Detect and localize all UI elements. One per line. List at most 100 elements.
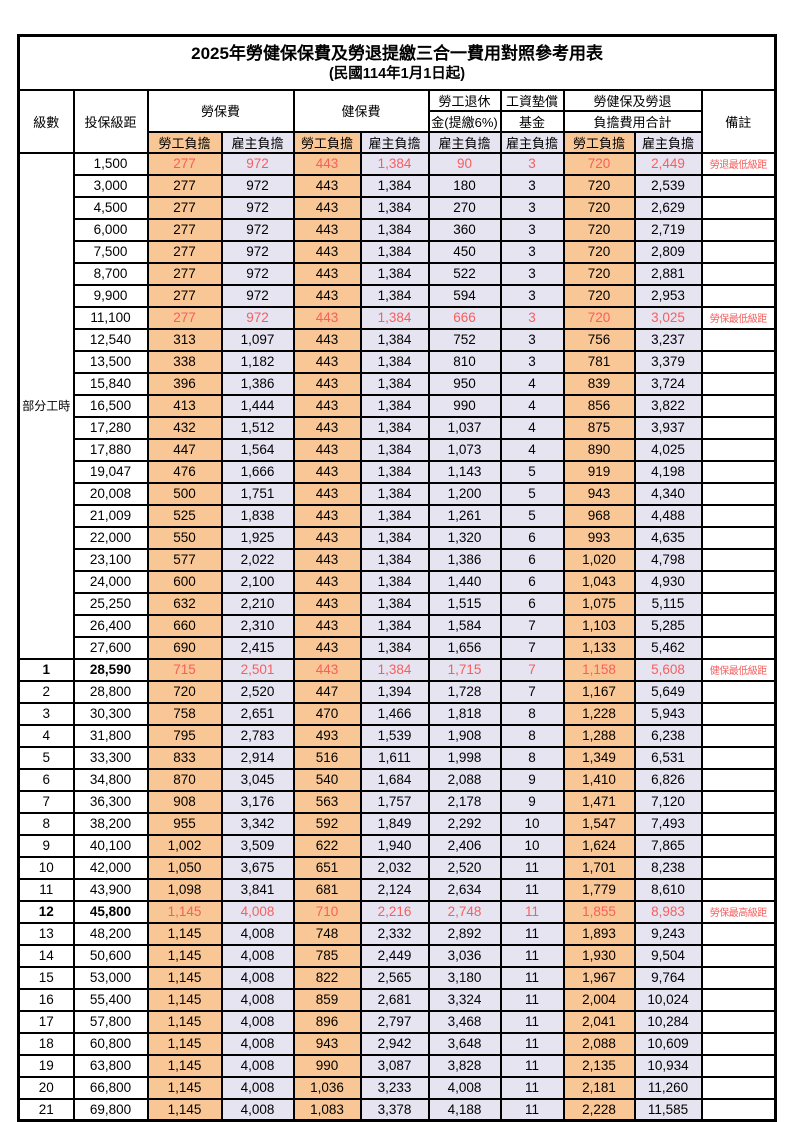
pension-cell: 1,073 [427, 437, 502, 462]
total-er-cell: 6,238 [633, 723, 703, 748]
total-emp-cell: 781 [562, 349, 636, 374]
fund-cell: 11 [499, 1053, 565, 1078]
health-er-cell: 1,384 [359, 151, 430, 176]
labor-er-cell: 4,008 [220, 1053, 295, 1078]
remark-cell [700, 1097, 777, 1122]
bracket-cell: 63,800 [72, 1053, 149, 1078]
health-er-cell: 3,378 [359, 1097, 430, 1122]
table-row: 20,008 500 1,751 443 1,384 1,200 5 943 4,340 [19, 481, 777, 506]
fund-cell: 5 [499, 481, 565, 506]
remark-cell [700, 415, 777, 440]
labor-er-cell: 2,914 [220, 745, 295, 770]
health-emp-cell: 516 [292, 745, 362, 770]
total-er-cell: 3,237 [633, 327, 703, 352]
level-cell: 16 [17, 987, 75, 1012]
bracket-cell: 11,100 [72, 305, 149, 330]
health-er-cell: 1,849 [359, 811, 430, 836]
health-er-cell: 2,681 [359, 987, 430, 1012]
labor-er-cell: 1,182 [220, 349, 295, 374]
bracket-cell: 40,100 [72, 833, 149, 858]
pension-cell: 2,088 [427, 767, 502, 792]
total-emp-cell: 919 [562, 459, 636, 484]
table-row: 8,700 277 972 443 1,384 522 3 720 2,881 [19, 261, 777, 286]
total-emp-cell: 1,133 [562, 635, 636, 660]
header-pension-line1: 勞工退休 [427, 88, 502, 112]
level-cell: 12 [17, 899, 75, 924]
remark-cell [700, 701, 777, 726]
header-remark: 備註 [700, 88, 777, 154]
pension-cell: 1,656 [427, 635, 502, 660]
total-emp-cell: 1,701 [562, 855, 636, 880]
remark-cell [700, 855, 777, 880]
total-er-cell: 10,284 [633, 1009, 703, 1034]
pension-cell: 1,200 [427, 481, 502, 506]
labor-emp-cell: 277 [146, 239, 223, 264]
fund-cell: 7 [499, 657, 565, 682]
health-emp-cell: 943 [292, 1031, 362, 1056]
total-er-cell: 3,379 [633, 349, 703, 374]
total-emp-cell: 1,779 [562, 877, 636, 902]
total-emp-cell: 1,228 [562, 701, 636, 726]
pension-cell: 4,008 [427, 1075, 502, 1100]
health-er-cell: 1,384 [359, 217, 430, 242]
total-emp-cell: 720 [562, 173, 636, 198]
pension-cell: 990 [427, 393, 502, 418]
total-emp-cell: 1,410 [562, 767, 636, 792]
total-er-cell: 6,531 [633, 745, 703, 770]
table-row: 6 34,800 870 3,045 540 1,684 2,088 9 1,410 6,826 [17, 767, 777, 792]
labor-emp-cell: 476 [146, 459, 223, 484]
health-emp-cell: 443 [292, 635, 362, 660]
fund-cell: 3 [499, 349, 565, 374]
health-emp-cell: 443 [292, 459, 362, 484]
health-emp-cell: 443 [292, 349, 362, 374]
table-row: 7,500 277 972 443 1,384 450 3 720 2,809 [19, 239, 777, 264]
labor-er-cell: 972 [220, 173, 295, 198]
remark-cell [700, 745, 777, 770]
labor-er-cell: 1,386 [220, 371, 295, 396]
table-row: 9,900 277 972 443 1,384 594 3 720 2,953 [19, 283, 777, 308]
fund-cell: 7 [499, 679, 565, 704]
labor-emp-cell: 1,098 [146, 877, 223, 902]
total-er-cell: 7,120 [633, 789, 703, 814]
bracket-cell: 42,000 [72, 855, 149, 880]
health-emp-cell: 443 [292, 525, 362, 550]
total-emp-cell: 720 [562, 305, 636, 330]
labor-emp-cell: 277 [146, 195, 223, 220]
remark-cell [700, 613, 777, 638]
header-level: 級數 [17, 88, 75, 154]
health-emp-cell: 443 [292, 437, 362, 462]
total-emp-cell: 1,167 [562, 679, 636, 704]
labor-er-cell: 3,176 [220, 789, 295, 814]
total-emp-cell: 756 [562, 327, 636, 352]
fund-cell: 6 [499, 591, 565, 616]
bracket-cell: 23,100 [72, 547, 149, 572]
labor-er-cell: 972 [220, 305, 295, 330]
subheader-health-employee: 勞工負擔 [292, 130, 362, 154]
total-er-cell: 4,198 [633, 459, 703, 484]
total-er-cell: 2,953 [633, 283, 703, 308]
health-er-cell: 1,384 [359, 327, 430, 352]
total-er-cell: 4,635 [633, 525, 703, 550]
remark-cell [700, 239, 777, 264]
pension-cell: 1,584 [427, 613, 502, 638]
remark-cell [700, 393, 777, 418]
fund-cell: 11 [499, 899, 565, 924]
remark-cell: 勞保最高級距 [700, 899, 777, 924]
health-er-cell: 1,466 [359, 701, 430, 726]
fund-cell: 7 [499, 635, 565, 660]
health-er-cell: 2,124 [359, 877, 430, 902]
total-emp-cell: 2,041 [562, 1009, 636, 1034]
health-emp-cell: 443 [292, 371, 362, 396]
health-er-cell: 1,684 [359, 767, 430, 792]
remark-cell [700, 679, 777, 704]
health-er-cell: 1,384 [359, 635, 430, 660]
pension-cell: 3,324 [427, 987, 502, 1012]
health-er-cell: 1,384 [359, 591, 430, 616]
remark-cell [700, 195, 777, 220]
total-emp-cell: 1,471 [562, 789, 636, 814]
fund-cell: 3 [499, 327, 565, 352]
table-title-block: 2025年勞健保保費及勞退提繳三合一費用對照參考用表 (民國114年1月1日起) [17, 34, 777, 91]
health-er-cell: 2,449 [359, 943, 430, 968]
health-er-cell: 1,539 [359, 723, 430, 748]
table-row: 25,250 632 2,210 443 1,384 1,515 6 1,075 5,115 [19, 591, 777, 616]
